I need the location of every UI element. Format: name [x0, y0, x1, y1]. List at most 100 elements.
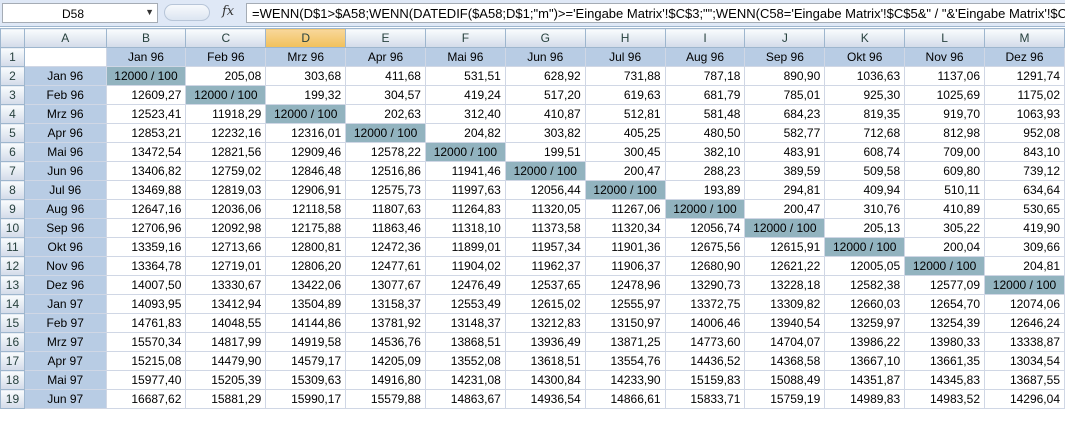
- cell[interactable]: 12523,41: [105, 104, 187, 124]
- row-header[interactable]: 4: [0, 104, 25, 124]
- cell[interactable]: 304,57: [345, 85, 426, 105]
- cell[interactable]: 14919,58: [265, 332, 347, 352]
- cell[interactable]: 13422,06: [265, 275, 347, 295]
- cell[interactable]: 608,74: [824, 142, 906, 162]
- cell[interactable]: 11957,34: [504, 237, 586, 257]
- row-header[interactable]: 2: [0, 66, 25, 86]
- cell[interactable]: 13412,94: [185, 294, 267, 314]
- cell[interactable]: 480,50: [664, 123, 746, 143]
- column-header-j[interactable]: J: [744, 28, 826, 48]
- name-box[interactable]: D58 ▼: [2, 3, 158, 23]
- chevron-down-icon[interactable]: ▼: [145, 7, 154, 17]
- cell[interactable]: 14345,83: [904, 370, 985, 390]
- cell[interactable]: 409,94: [824, 180, 906, 200]
- cell[interactable]: 16687,62: [105, 389, 187, 409]
- cell[interactable]: 13871,25: [584, 332, 666, 352]
- cell[interactable]: 13150,97: [584, 313, 666, 333]
- cell[interactable]: 1025,69: [904, 85, 985, 105]
- select-all-corner[interactable]: [0, 28, 25, 48]
- cell[interactable]: 12582,38: [824, 275, 906, 295]
- cell[interactable]: 11267,06: [584, 199, 666, 219]
- cell[interactable]: 14704,07: [744, 332, 826, 352]
- cell[interactable]: 11318,10: [424, 218, 506, 238]
- row-label-cell[interactable]: Jan 96: [23, 66, 107, 86]
- diagonal-cell[interactable]: 12000 / 100: [424, 142, 506, 162]
- column-header-i[interactable]: I: [664, 28, 746, 48]
- cell[interactable]: 14863,67: [424, 389, 506, 409]
- diagonal-cell[interactable]: 12000 / 100: [744, 218, 826, 238]
- cell[interactable]: 13338,87: [984, 332, 1065, 352]
- cell[interactable]: 13552,08: [424, 351, 506, 371]
- cell[interactable]: 12647,16: [105, 199, 187, 219]
- column-header-g[interactable]: G: [504, 28, 586, 48]
- cell[interactable]: 15759,19: [744, 389, 826, 409]
- column-header-b[interactable]: B: [105, 28, 187, 48]
- diagonal-cell[interactable]: 12000 / 100: [904, 256, 985, 276]
- cell[interactable]: 1175,02: [984, 85, 1065, 105]
- cell[interactable]: 843,10: [984, 142, 1065, 162]
- row-header[interactable]: 12: [0, 256, 25, 276]
- diagonal-cell[interactable]: 12000 / 100: [584, 180, 666, 200]
- cell[interactable]: 812,98: [904, 123, 985, 143]
- column-label-cell[interactable]: Mai 96: [424, 47, 506, 67]
- cell[interactable]: 11962,37: [504, 256, 586, 276]
- cell[interactable]: 14983,52: [904, 389, 985, 409]
- cell[interactable]: 709,00: [904, 142, 985, 162]
- cell[interactable]: 12806,20: [265, 256, 347, 276]
- cell[interactable]: 14866,61: [584, 389, 666, 409]
- row-header[interactable]: 15: [0, 313, 25, 333]
- cell[interactable]: 739,12: [984, 161, 1065, 181]
- row-label-cell[interactable]: Jul 96: [23, 180, 107, 200]
- cell[interactable]: 205,13: [824, 218, 906, 238]
- cell[interactable]: 12472,36: [345, 237, 426, 257]
- diagonal-cell[interactable]: 12000 / 100: [504, 161, 586, 181]
- cell[interactable]: 15570,34: [105, 332, 187, 352]
- row-header[interactable]: 14: [0, 294, 25, 314]
- diagonal-cell[interactable]: 12000 / 100: [265, 104, 347, 124]
- cell[interactable]: 14761,83: [105, 313, 187, 333]
- formula-divider-handle[interactable]: [164, 4, 210, 21]
- cell[interactable]: 309,66: [984, 237, 1065, 257]
- cell[interactable]: 204,82: [424, 123, 506, 143]
- cell[interactable]: 13034,54: [984, 351, 1065, 371]
- cell[interactable]: 12906,91: [265, 180, 347, 200]
- row-header[interactable]: 1: [0, 47, 25, 67]
- cell[interactable]: 11997,63: [424, 180, 506, 200]
- formula-input[interactable]: =WENN(D$1>$A58;WENN(DATEDIF($A58;D$1;"m"…: [246, 3, 1065, 23]
- cell[interactable]: 12056,74: [664, 218, 746, 238]
- cell[interactable]: 15088,49: [744, 370, 826, 390]
- cell[interactable]: 819,35: [824, 104, 906, 124]
- cell[interactable]: 12615,02: [504, 294, 586, 314]
- row-label-cell[interactable]: Mrz 96: [23, 104, 107, 124]
- cell[interactable]: 12092,98: [185, 218, 267, 238]
- cell[interactable]: 410,89: [904, 199, 985, 219]
- cell[interactable]: 12615,91: [744, 237, 826, 257]
- cell[interactable]: 12578,22: [345, 142, 426, 162]
- cell[interactable]: 13661,35: [904, 351, 985, 371]
- row-label-cell[interactable]: Mai 97: [23, 370, 107, 390]
- cell[interactable]: 199,32: [265, 85, 347, 105]
- cell[interactable]: 15579,88: [345, 389, 426, 409]
- row-header[interactable]: 6: [0, 142, 25, 162]
- cell[interactable]: 13469,88: [105, 180, 187, 200]
- column-label-cell[interactable]: Jul 96: [584, 47, 666, 67]
- cell[interactable]: 13254,39: [904, 313, 985, 333]
- row-header[interactable]: 16: [0, 332, 25, 352]
- cell[interactable]: 13667,10: [824, 351, 906, 371]
- cell[interactable]: 12118,58: [265, 199, 347, 219]
- row-label-cell[interactable]: Mrz 97: [23, 332, 107, 352]
- column-header-k[interactable]: K: [824, 28, 906, 48]
- column-label-cell[interactable]: Dez 96: [984, 47, 1065, 67]
- cell[interactable]: 11941,46: [424, 161, 506, 181]
- row-label-cell[interactable]: Jan 97: [23, 294, 107, 314]
- cell[interactable]: 13330,67: [185, 275, 267, 295]
- column-header-a[interactable]: A: [23, 28, 107, 48]
- cell[interactable]: 13980,33: [904, 332, 985, 352]
- cell[interactable]: 12609,27: [105, 85, 187, 105]
- cell[interactable]: 13212,83: [504, 313, 586, 333]
- cell[interactable]: 12675,56: [664, 237, 746, 257]
- cell[interactable]: 1036,63: [824, 66, 906, 86]
- cell[interactable]: 12478,96: [584, 275, 666, 295]
- cell[interactable]: 14233,90: [584, 370, 666, 390]
- column-label-cell[interactable]: Apr 96: [345, 47, 426, 67]
